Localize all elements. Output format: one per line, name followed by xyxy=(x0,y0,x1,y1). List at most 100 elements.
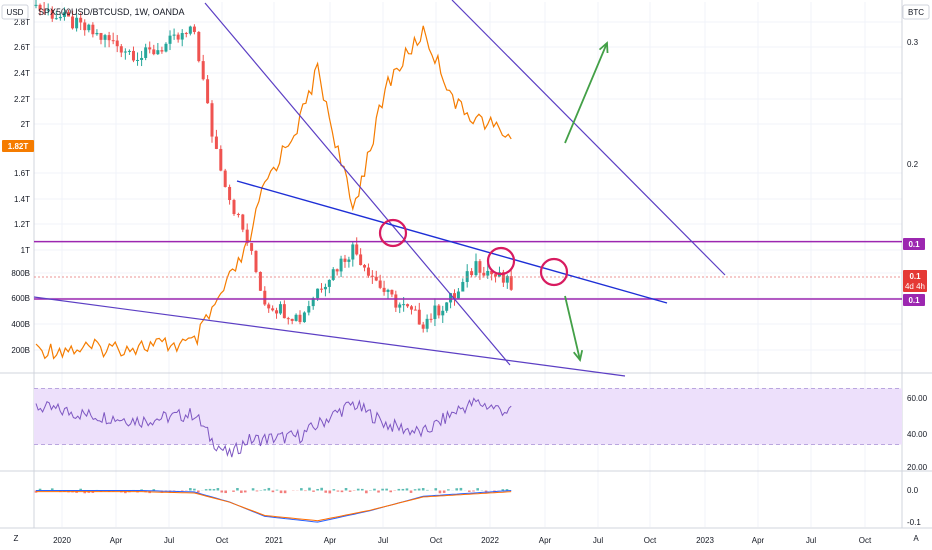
lower-line-label: 0.1 xyxy=(908,296,920,305)
annotations[interactable] xyxy=(33,0,902,377)
candle xyxy=(363,263,367,272)
candle-body xyxy=(302,312,306,323)
macd-histogram-bar xyxy=(197,490,200,493)
candle xyxy=(258,271,262,291)
candle-body xyxy=(103,35,107,40)
candle xyxy=(482,266,486,278)
candle-body xyxy=(445,302,449,311)
zoom-button[interactable]: Z xyxy=(14,534,19,543)
candle xyxy=(228,184,232,205)
candle-body xyxy=(433,305,437,320)
macd-histogram-bar xyxy=(434,488,438,491)
candle-body xyxy=(386,289,390,292)
candle-body xyxy=(206,79,210,104)
macd-histogram-bar xyxy=(172,490,176,492)
candle xyxy=(320,283,324,293)
macd-histogram-bar xyxy=(340,490,344,493)
macd-histogram-bar xyxy=(283,490,287,494)
candle xyxy=(176,32,180,43)
candle-body xyxy=(119,46,123,53)
candle xyxy=(452,289,456,306)
candle xyxy=(79,12,83,31)
candle-body xyxy=(54,18,58,20)
arrow-down xyxy=(564,295,584,363)
rsi-band xyxy=(34,388,902,445)
candle-body xyxy=(509,276,513,290)
candle-body xyxy=(131,50,135,61)
x-tick-label: 2023 xyxy=(696,536,714,545)
candle xyxy=(474,253,478,277)
macd-histogram-bar xyxy=(417,488,421,491)
candle-body xyxy=(258,271,262,291)
macd-histogram-bar xyxy=(320,487,323,491)
right-currency-button[interactable]: BTC xyxy=(902,4,930,20)
left-y-tick-label: 1.4T xyxy=(14,195,30,204)
candle-body xyxy=(83,22,87,31)
candle xyxy=(164,42,168,53)
btc-line-path xyxy=(35,25,512,360)
candle xyxy=(123,48,127,60)
candle xyxy=(206,75,210,104)
macd-histogram-bar xyxy=(204,489,208,491)
candle xyxy=(286,316,290,325)
candle-body xyxy=(316,288,320,299)
macd-histogram-bar xyxy=(438,490,442,494)
macd-histogram-bar xyxy=(356,488,360,491)
candle xyxy=(119,44,123,58)
macd-histogram-bar xyxy=(263,489,267,491)
candle xyxy=(465,264,469,288)
x-tick-label: 2022 xyxy=(481,536,499,545)
candle xyxy=(406,303,410,308)
candle xyxy=(347,256,351,268)
left-currency-label: USD xyxy=(7,8,24,17)
candle xyxy=(168,30,172,51)
macd-histogram-bar xyxy=(476,488,479,491)
macd-tick-label: -0.1 xyxy=(907,518,921,527)
x-tick-label: 2020 xyxy=(53,536,71,545)
candle xyxy=(136,52,140,66)
x-tick-label: Jul xyxy=(378,536,388,545)
candle-body xyxy=(111,40,115,42)
candle-body xyxy=(298,314,302,323)
candle xyxy=(180,29,184,47)
macd-histogram-bar xyxy=(336,490,340,492)
candle xyxy=(359,248,363,266)
candle-body xyxy=(87,24,91,31)
macd-histogram-bar xyxy=(467,490,471,492)
candle xyxy=(378,274,382,290)
macd-histogram-bar xyxy=(377,490,380,493)
left-currency-button[interactable]: USD xyxy=(1,4,29,20)
signal-line-path xyxy=(36,491,512,522)
candle xyxy=(429,313,433,323)
candle-body xyxy=(156,50,160,55)
candle xyxy=(307,300,311,316)
candle xyxy=(241,213,245,233)
auto-scale-button[interactable]: A xyxy=(913,534,919,543)
candle xyxy=(490,270,494,281)
candle xyxy=(197,31,201,63)
x-tick-label: Apr xyxy=(324,536,337,545)
candle-body xyxy=(286,318,290,320)
highlight-circle-0 xyxy=(378,218,408,248)
candle-body xyxy=(398,304,402,308)
candle-body xyxy=(75,17,79,29)
x-tick-label: Oct xyxy=(216,536,229,545)
macd-histogram-bar xyxy=(472,490,475,492)
channel-line-lower xyxy=(33,296,626,377)
macd-histogram-bar xyxy=(316,488,319,491)
macd-histogram-bar xyxy=(442,490,446,493)
candle xyxy=(271,305,275,312)
candle xyxy=(445,302,449,313)
candle-body xyxy=(42,9,46,11)
macd-histogram-bar xyxy=(348,490,352,492)
rsi-series xyxy=(35,397,512,458)
candle xyxy=(456,288,460,300)
candle-body xyxy=(394,294,398,308)
candle-body xyxy=(254,250,258,272)
candle xyxy=(201,54,205,81)
axes: 2020 Apr Jul Oct 2021 Apr Jul Oct 2022 Apr Jul Oct 2… xyxy=(11,18,927,545)
candle-body xyxy=(91,24,95,35)
left-y-tick-label: 1T xyxy=(21,246,30,255)
candle-body xyxy=(339,258,343,272)
